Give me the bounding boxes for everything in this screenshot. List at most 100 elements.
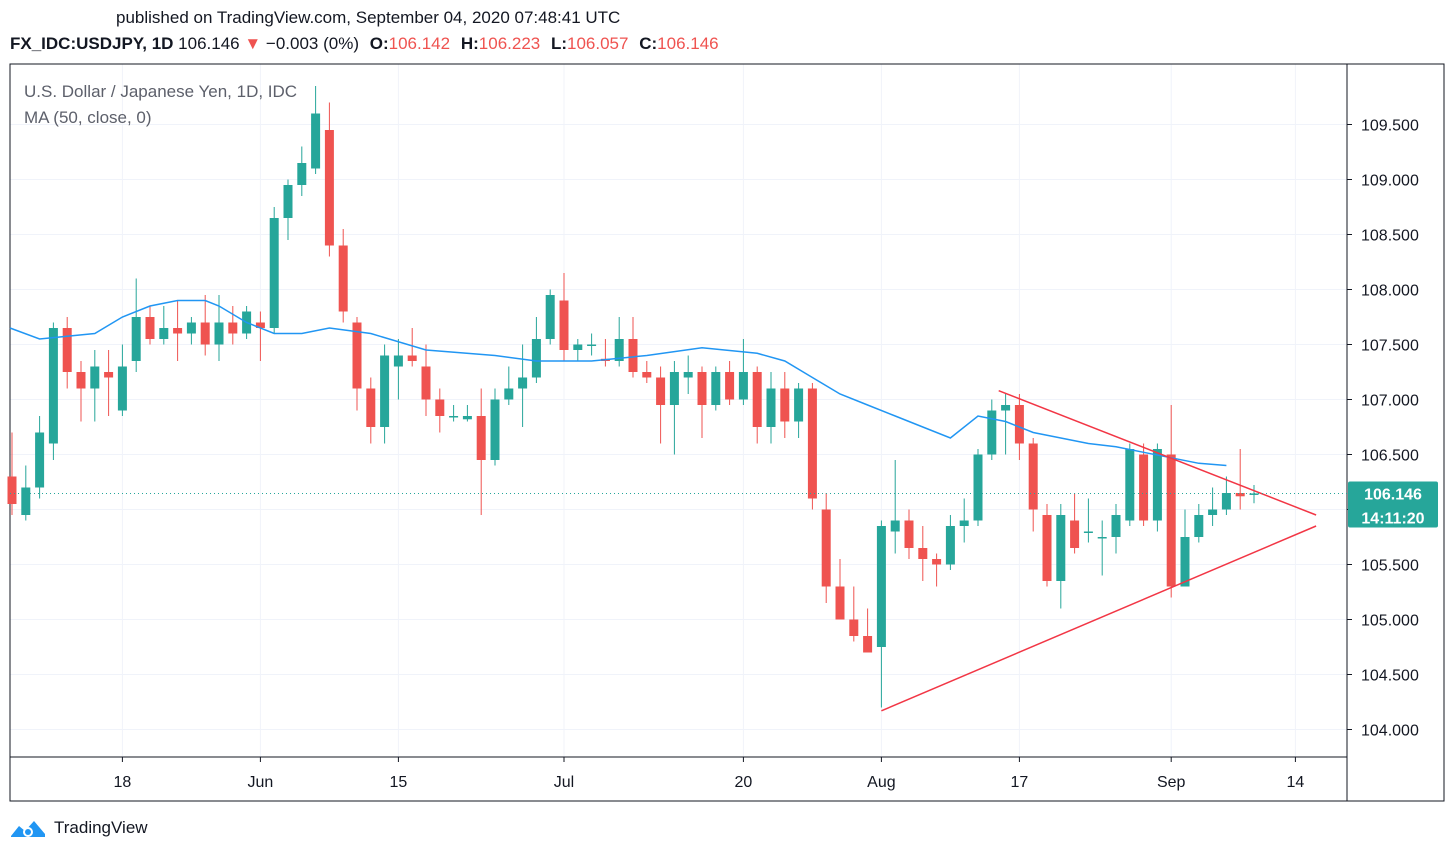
trendline[interactable] [998, 390, 1317, 516]
candle-body [518, 377, 528, 389]
candle [255, 311, 265, 361]
candle [297, 146, 307, 196]
last-price-tag: 106.146 14:11:20 [1348, 481, 1438, 528]
candle-body [214, 322, 224, 345]
candle-body [780, 388, 790, 422]
tradingview-brand-text: TradingView [54, 818, 148, 837]
chart-legend-title: U.S. Dollar / Japanese Yen, 1D, IDC [24, 82, 297, 101]
ma-legend: MA (50, close, 0) [24, 108, 152, 127]
ma-line [9, 299, 1227, 467]
close-label: C: [639, 34, 658, 53]
candle [973, 449, 983, 526]
candle-body [835, 586, 845, 620]
candle-body [807, 388, 817, 499]
candle-body [614, 339, 624, 361]
time-tick-label: 15 [390, 774, 408, 791]
candle [186, 317, 196, 345]
candle-body [283, 185, 293, 218]
candle [380, 344, 390, 444]
last-price-tag-value: 106.146 [1364, 486, 1422, 503]
time-tick-label: Jun [248, 774, 274, 791]
candle [725, 361, 735, 405]
candle-body [1208, 509, 1218, 515]
candle [697, 366, 707, 438]
price-tick-label: 104.500 [1361, 668, 1419, 685]
low-label: L: [550, 34, 568, 53]
candle [1001, 394, 1011, 455]
candle-body [587, 344, 597, 346]
candle-body [945, 526, 955, 565]
candle-body [311, 113, 321, 169]
trendline[interactable] [881, 525, 1317, 712]
candle [600, 339, 610, 367]
candle [131, 278, 141, 372]
candle-body [200, 322, 210, 345]
candle-body [1139, 454, 1149, 521]
candle-body [849, 619, 859, 636]
candle [531, 317, 541, 383]
candle [338, 229, 348, 323]
price-tick-label: 105.500 [1361, 558, 1419, 575]
candle-body [642, 372, 652, 378]
candle-body [531, 339, 541, 378]
candle [200, 295, 210, 356]
candle [476, 388, 486, 515]
candle [48, 322, 58, 460]
candle [628, 317, 638, 378]
grid [10, 64, 1347, 757]
price-tick-label: 107.500 [1361, 338, 1419, 355]
candle-body [145, 317, 155, 339]
open-value: 106.142 [388, 34, 451, 53]
candle-body [269, 218, 279, 328]
candle-body [90, 366, 100, 389]
price-tick-label: 107.000 [1361, 393, 1419, 410]
candle [1208, 487, 1218, 526]
candle [683, 355, 693, 394]
candle-body [76, 372, 86, 389]
price-axis[interactable]: 104.000104.500105.000105.500106.000106.5… [1347, 118, 1419, 740]
candle-body [104, 372, 114, 378]
candle [807, 383, 817, 510]
published-caption: published on TradingView.com, September … [116, 8, 621, 27]
countdown-timer: 14:11:20 [1361, 510, 1424, 527]
candle [876, 520, 886, 708]
candle [1180, 509, 1190, 587]
candle-body [725, 372, 735, 400]
candle-body [490, 399, 500, 460]
candle [421, 344, 431, 416]
candle-body [228, 322, 238, 334]
candle [21, 465, 31, 521]
tradingview-logo[interactable]: TradingView [8, 816, 148, 840]
candle-body [766, 388, 776, 427]
candle [1221, 476, 1231, 515]
candle-body [904, 520, 914, 548]
candle [987, 399, 997, 460]
candle-body [1028, 443, 1038, 510]
candle-body [449, 416, 459, 418]
candle [821, 493, 831, 603]
price-tick-label: 104.000 [1361, 723, 1419, 740]
candle [407, 328, 417, 367]
low-value: 106.057 [567, 34, 629, 53]
high-label: H: [460, 34, 479, 53]
candle-body [1083, 531, 1093, 533]
candle [462, 405, 472, 422]
time-tick-label: Sep [1157, 774, 1186, 791]
candle [932, 553, 942, 587]
candle-body [863, 636, 873, 653]
candle-body [352, 322, 362, 389]
price-tick-label: 106.500 [1361, 448, 1419, 465]
candle-body [628, 339, 638, 372]
symbol-ohlc-bar: FX_IDC:USDJPY, 1D 106.146 ▼ −0.003 (0%) … [10, 34, 719, 54]
time-axis[interactable]: 18 Jun 15 Jul 20 Aug 17 Sep 14 [114, 757, 1305, 791]
candle-body [918, 548, 928, 559]
candle-body [1014, 405, 1024, 444]
candle [311, 86, 321, 174]
price-tick-label: 108.000 [1361, 283, 1419, 300]
last-price: 106.146 [178, 34, 240, 53]
candle-body [1001, 405, 1011, 411]
candle [904, 509, 914, 559]
candle [1070, 493, 1080, 554]
candle [780, 372, 790, 438]
